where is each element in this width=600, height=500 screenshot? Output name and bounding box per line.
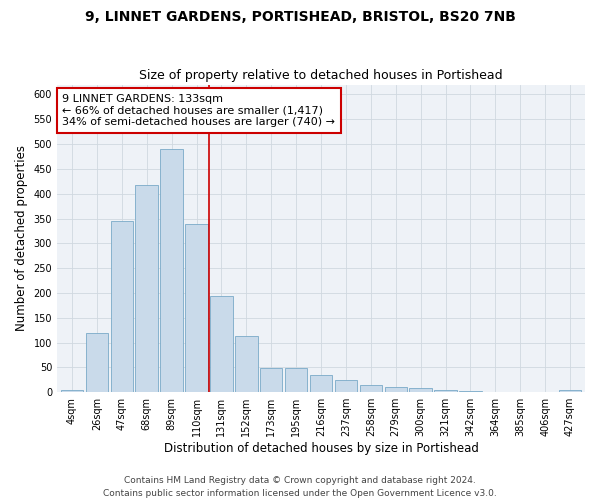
Bar bbox=[210, 296, 233, 392]
Bar bbox=[61, 390, 83, 392]
Bar bbox=[110, 221, 133, 392]
Bar bbox=[260, 368, 283, 392]
Bar bbox=[160, 149, 183, 392]
Bar bbox=[385, 387, 407, 392]
Bar bbox=[409, 388, 432, 392]
Y-axis label: Number of detached properties: Number of detached properties bbox=[15, 146, 28, 332]
Bar bbox=[559, 390, 581, 392]
Bar bbox=[86, 332, 108, 392]
Text: Contains HM Land Registry data © Crown copyright and database right 2024.
Contai: Contains HM Land Registry data © Crown c… bbox=[103, 476, 497, 498]
Text: 9 LINNET GARDENS: 133sqm
← 66% of detached houses are smaller (1,417)
34% of sem: 9 LINNET GARDENS: 133sqm ← 66% of detach… bbox=[62, 94, 335, 127]
Bar bbox=[285, 368, 307, 392]
Bar bbox=[136, 185, 158, 392]
X-axis label: Distribution of detached houses by size in Portishead: Distribution of detached houses by size … bbox=[164, 442, 478, 455]
Bar bbox=[434, 390, 457, 392]
Bar bbox=[359, 385, 382, 392]
Bar bbox=[185, 224, 208, 392]
Text: 9, LINNET GARDENS, PORTISHEAD, BRISTOL, BS20 7NB: 9, LINNET GARDENS, PORTISHEAD, BRISTOL, … bbox=[85, 10, 515, 24]
Title: Size of property relative to detached houses in Portishead: Size of property relative to detached ho… bbox=[139, 69, 503, 82]
Bar bbox=[335, 380, 357, 392]
Bar bbox=[310, 375, 332, 392]
Bar bbox=[235, 336, 257, 392]
Bar bbox=[459, 391, 482, 392]
